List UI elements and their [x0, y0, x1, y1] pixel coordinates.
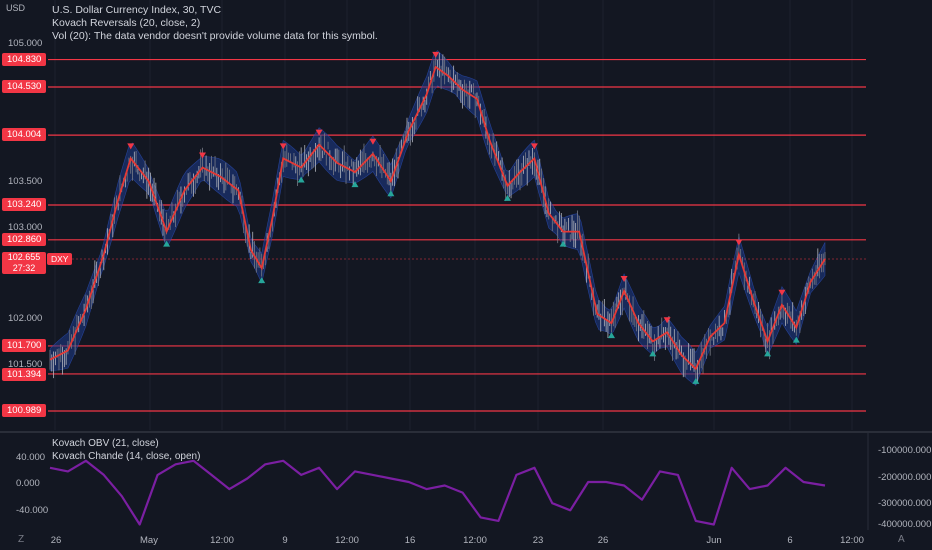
price-tick: 103.000 [8, 222, 43, 233]
volume-legend[interactable]: Vol (20): The data vendor doesn't provid… [52, 30, 378, 42]
grid-lines [54, 0, 853, 430]
time-tick: 9 [282, 535, 288, 546]
osc-left-tick: 40.000 [16, 452, 46, 463]
level-badge: 104.830 [2, 53, 47, 66]
obv-legend[interactable]: Kovach OBV (21, close) [52, 438, 159, 449]
level-badge: 102.860 [2, 233, 47, 246]
time-tick: 12:00 [335, 535, 359, 546]
buy-marker [503, 194, 511, 201]
reversal-markers [127, 51, 800, 384]
time-tick: 16 [404, 535, 416, 546]
time-tick: 12:00 [463, 535, 487, 546]
time-tick: 23 [532, 535, 544, 546]
sell-marker [432, 51, 440, 58]
reversals-legend[interactable]: Kovach Reversals (20, close, 2) [52, 17, 201, 29]
time-tick: 26 [50, 535, 62, 546]
ma-line [49, 65, 826, 371]
sell-marker [127, 143, 135, 150]
time-tick: 6 [787, 535, 793, 546]
bar-countdown: 27:32 [12, 263, 36, 273]
osc-right-tick: -200000.000 [878, 472, 932, 483]
buy-marker [258, 277, 266, 284]
osc-right-tick: -400000.000 [878, 519, 932, 530]
price-tick: 101.500 [8, 359, 43, 370]
sell-marker [735, 239, 743, 246]
sell-marker [778, 289, 786, 296]
buy-marker [297, 176, 305, 183]
time-tick: May [140, 535, 158, 546]
time-tick: 26 [597, 535, 609, 546]
sell-marker [530, 143, 538, 150]
current-price: 102.655 [7, 252, 41, 262]
price-pane [48, 0, 868, 430]
sell-marker [279, 143, 287, 150]
time-tick: Jun [706, 535, 722, 546]
sell-marker [369, 138, 377, 145]
level-badge: 100.989 [2, 404, 47, 417]
chande-legend[interactable]: Kovach Chande (14, close, open) [52, 451, 201, 462]
zoom-icon[interactable]: Z [18, 534, 25, 545]
buy-marker [764, 350, 772, 357]
time-tick: 12:00 [840, 535, 864, 546]
symbol-tag: DXY [47, 253, 73, 265]
chande-line [49, 459, 826, 526]
kovach-band [49, 50, 826, 386]
sell-marker [620, 276, 628, 283]
level-badge: 103.240 [2, 198, 47, 211]
current-price-box: 102.655 27:32 [2, 252, 46, 274]
osc-right-tick: -300000.000 [878, 498, 932, 509]
osc-left-tick: 0.000 [16, 478, 40, 489]
sell-marker [315, 129, 323, 136]
time-tick: 12:00 [210, 535, 234, 546]
osc-right-tick: -100000.000 [878, 445, 932, 456]
buy-marker [559, 240, 567, 247]
sell-marker [663, 317, 671, 324]
buy-marker [387, 190, 395, 197]
symbol-legend[interactable]: U.S. Dollar Currency Index, 30, TVC [52, 4, 222, 16]
price-line [49, 65, 826, 371]
band-area [49, 50, 826, 386]
currency-label: USD [6, 3, 26, 13]
buy-marker [351, 181, 359, 188]
price-tick: 102.000 [8, 313, 43, 324]
buy-marker [692, 377, 700, 384]
buy-marker [163, 240, 171, 247]
level-badge: 101.700 [2, 339, 47, 352]
buy-marker [792, 336, 800, 343]
auto-scale-icon[interactable]: A [898, 534, 905, 545]
price-tick: 103.500 [8, 176, 43, 187]
sell-marker [198, 152, 206, 159]
price-tick: 105.000 [8, 38, 43, 49]
buy-marker [608, 332, 616, 339]
osc-left-tick: -40.000 [16, 505, 49, 516]
level-badge: 104.530 [2, 80, 47, 93]
level-badge: 104.004 [2, 128, 47, 141]
buy-marker [649, 350, 657, 357]
level-badge: 101.394 [2, 368, 47, 381]
oscillator-line [49, 459, 826, 526]
